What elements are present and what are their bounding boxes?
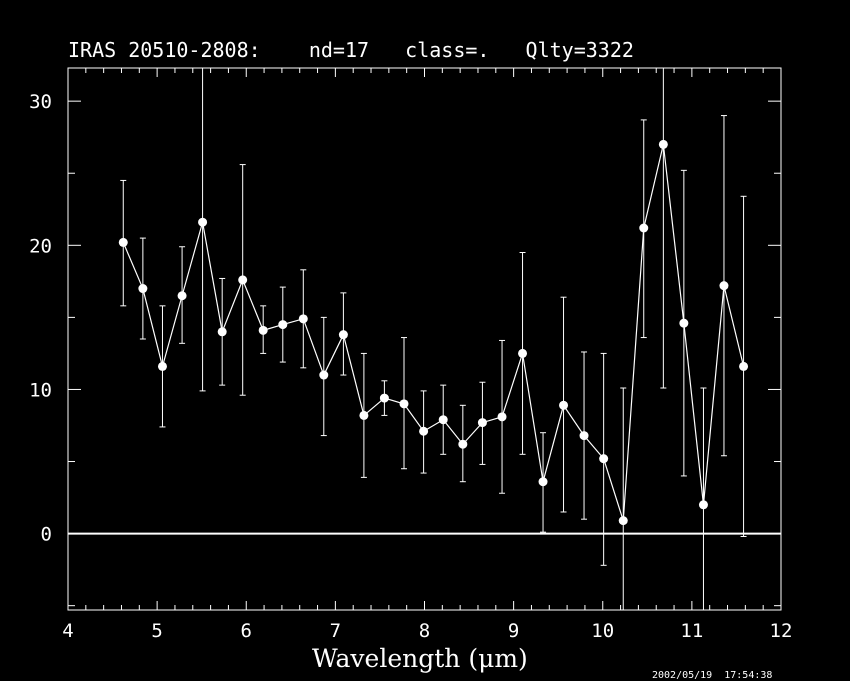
data-point [319,370,329,380]
data-point [258,325,268,335]
data-point [618,516,628,526]
x-tick-label: 11 [680,620,703,642]
data-point [399,399,409,409]
series-line [122,144,745,521]
data-point [278,320,288,330]
data-point [559,400,569,410]
x-tick-label: 4 [62,620,73,642]
data-point [379,393,389,403]
chart-title: IRAS 20510-2808: nd=17 class=. Qlty=3322 [68,38,634,62]
x-tick-label: 10 [591,620,614,642]
data-point [639,223,649,233]
data-point [658,139,668,149]
x-tick-label: 6 [241,620,252,642]
data-point [477,418,487,428]
data-point [419,426,429,436]
data-point [157,361,167,371]
x-axis-label: Wavelength (μm) [312,644,528,673]
data-point [359,410,369,420]
data-point [458,439,468,449]
data-point [338,330,348,340]
x-tick-label: 9 [508,620,519,642]
data-point [177,291,187,301]
data-point [679,318,689,328]
plot-frame [67,67,782,611]
y-tick-label: 20 [29,235,52,257]
data-point [198,217,208,227]
data-point [739,361,749,371]
y-tick-label: 10 [29,379,52,401]
data-point [438,415,448,425]
y-tick-label: 30 [29,91,52,113]
x-tick-label: 8 [419,620,430,642]
data-point [217,327,227,337]
data-point [138,284,148,294]
data-point [538,477,548,487]
data-point [118,237,128,247]
x-tick-label: 12 [770,620,793,642]
data-point [698,500,708,510]
data-point [518,348,528,358]
data-point [298,314,308,324]
x-tick-label: 7 [330,620,341,642]
data-point [599,454,609,464]
data-point [579,431,589,441]
y-tick-label: 0 [41,524,52,546]
data-point [719,281,729,291]
data-point [497,412,507,422]
x-tick-label: 5 [151,620,162,642]
timestamp: 2002/05/19 17:54:38 [652,670,773,681]
data-point [238,275,248,285]
